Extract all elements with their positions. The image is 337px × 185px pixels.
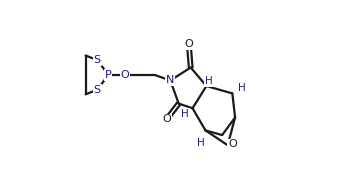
Text: H: H <box>197 138 205 148</box>
Text: O: O <box>228 139 237 149</box>
Text: S: S <box>94 55 101 65</box>
Text: O: O <box>121 70 129 80</box>
Text: H: H <box>238 83 245 93</box>
Text: P: P <box>105 70 112 80</box>
Text: H: H <box>181 109 189 119</box>
Text: O: O <box>162 114 171 124</box>
Text: S: S <box>94 85 101 95</box>
Text: N: N <box>166 75 175 85</box>
Text: O: O <box>184 39 193 49</box>
Text: H: H <box>205 76 213 86</box>
